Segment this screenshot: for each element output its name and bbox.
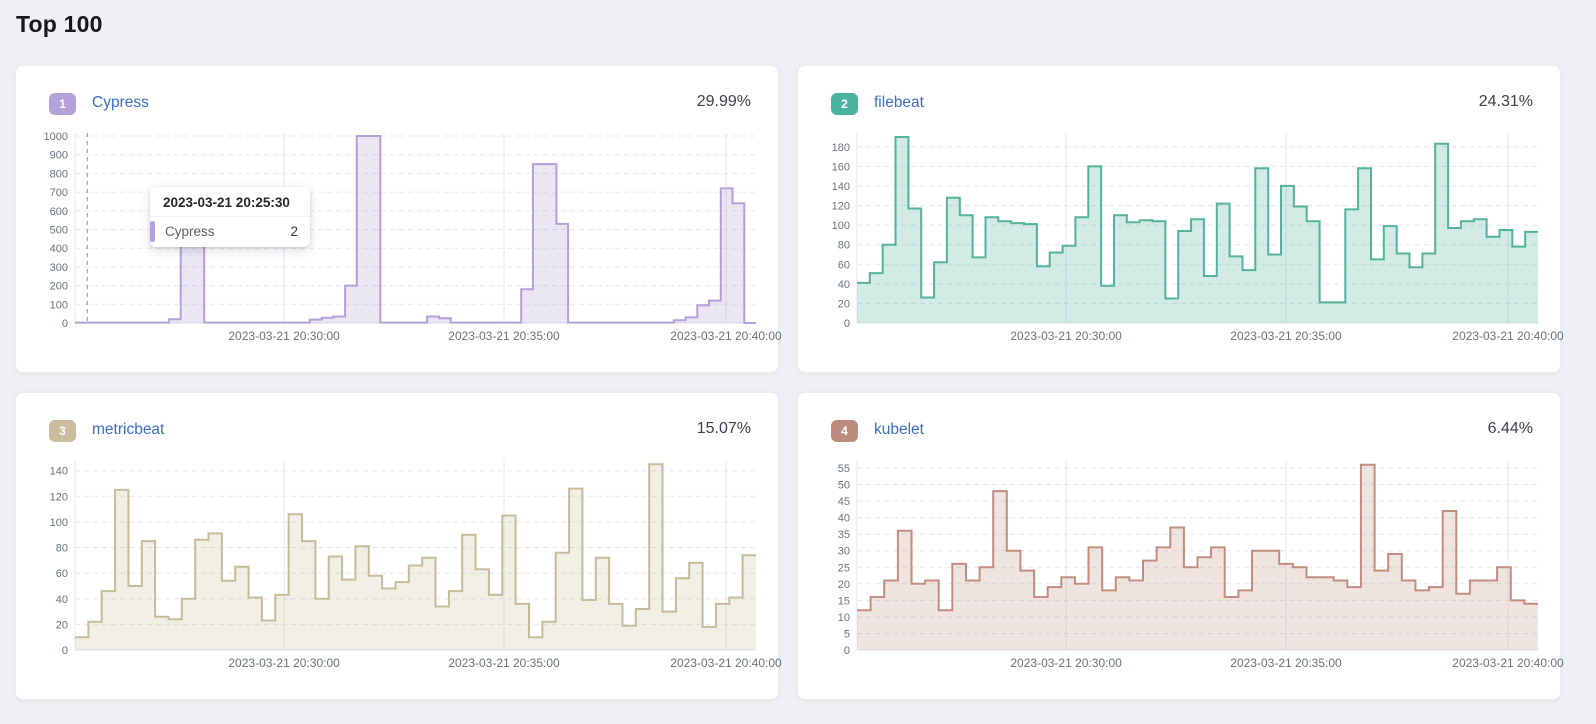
svg-text:80: 80 — [56, 543, 68, 555]
svg-text:60: 60 — [838, 259, 850, 271]
svg-text:700: 700 — [50, 187, 68, 199]
rank-badge: 3 — [49, 420, 76, 442]
tooltip-row: Cypress 2 — [150, 217, 310, 247]
svg-text:2023-03-21 20:35:00: 2023-03-21 20:35:00 — [448, 656, 560, 670]
svg-text:10: 10 — [838, 612, 850, 624]
chart-svg: 0 100 200 300 400 500 600 700 800 900 1000 2023-03-… — [44, 131, 783, 343]
chart-card-cypress: 0 100 200 300 400 500 600 700 800 900 1000 2023-03-… — [15, 65, 783, 373]
svg-text:2023-03-21 20:35:00: 2023-03-21 20:35:00 — [448, 329, 560, 343]
page-title: Top 100 — [16, 11, 103, 37]
svg-text:180: 180 — [832, 142, 850, 154]
rank-badge: 1 — [49, 93, 76, 115]
svg-text:100: 100 — [832, 220, 850, 232]
svg-text:160: 160 — [832, 161, 850, 173]
svg-text:0: 0 — [62, 645, 68, 657]
svg-text:100: 100 — [50, 517, 68, 529]
tooltip-series-value: 2 — [290, 224, 298, 239]
svg-text:2023-03-21 20:40:00: 2023-03-21 20:40:00 — [1452, 329, 1564, 343]
svg-text:2023-03-21 20:30:00: 2023-03-21 20:30:00 — [1010, 656, 1122, 670]
svg-text:140: 140 — [50, 466, 68, 478]
svg-text:15: 15 — [838, 595, 850, 607]
svg-text:600: 600 — [50, 206, 68, 218]
chart-svg: 0 5 10 15 20 25 30 35 40 45 50 55 2023-03-21 20:30:0… — [838, 460, 1564, 670]
percent-value: 24.31% — [1478, 93, 1533, 110]
svg-text:2023-03-21 20:35:00: 2023-03-21 20:35:00 — [1230, 656, 1342, 670]
card-header: 2 filebeat 24.31% — [798, 66, 1560, 126]
chart-card-metricbeat: 0 20 40 60 80 100 120 140 2023-03-21 20:30:00 202… — [15, 392, 782, 700]
percent-value: 15.07% — [696, 420, 751, 437]
series-link[interactable]: filebeat — [874, 94, 924, 111]
step-area-chart[interactable]: 0 20 40 60 80 100 120 140 160 180 2023-03-21 20:30… — [798, 66, 1564, 372]
series-link[interactable]: kubelet — [874, 421, 924, 438]
series-link[interactable]: Cypress — [92, 94, 149, 111]
svg-text:400: 400 — [50, 243, 68, 255]
chart-tooltip: 2023-03-21 20:25:30 Cypress 2 — [150, 187, 310, 247]
svg-text:140: 140 — [832, 181, 850, 193]
svg-text:200: 200 — [50, 281, 68, 293]
chart-grid: 0 100 200 300 400 500 600 700 800 900 1000 2023-03-… — [0, 65, 1596, 700]
series-link[interactable]: metricbeat — [92, 421, 165, 438]
tooltip-timestamp: 2023-03-21 20:25:30 — [150, 187, 310, 217]
chart-svg: 0 20 40 60 80 100 120 140 2023-03-21 20:30:00 202… — [50, 460, 782, 670]
svg-text:40: 40 — [56, 594, 68, 606]
svg-text:5: 5 — [844, 629, 850, 641]
chart-card-kubelet: 0 5 10 15 20 25 30 35 40 45 50 55 2023-03-21 20:30:0… — [797, 392, 1564, 700]
svg-text:45: 45 — [838, 496, 850, 508]
svg-text:80: 80 — [838, 240, 850, 252]
svg-text:30: 30 — [838, 546, 850, 558]
svg-text:2023-03-21 20:40:00: 2023-03-21 20:40:00 — [670, 329, 782, 343]
svg-text:2023-03-21 20:40:00: 2023-03-21 20:40:00 — [670, 656, 782, 670]
svg-text:55: 55 — [838, 463, 850, 475]
step-area-chart[interactable]: 0 5 10 15 20 25 30 35 40 45 50 55 2023-03-21 20:30:0… — [798, 393, 1564, 699]
rank-badge: 2 — [831, 93, 858, 115]
svg-text:20: 20 — [838, 579, 850, 591]
svg-text:2023-03-21 20:30:00: 2023-03-21 20:30:00 — [228, 329, 340, 343]
svg-text:50: 50 — [838, 480, 850, 492]
svg-text:0: 0 — [844, 645, 850, 657]
svg-text:500: 500 — [50, 225, 68, 237]
svg-text:800: 800 — [50, 168, 68, 180]
step-area-chart[interactable]: 0 100 200 300 400 500 600 700 800 900 1000 2023-03-… — [16, 66, 783, 372]
svg-text:20: 20 — [56, 619, 68, 631]
svg-text:20: 20 — [838, 298, 850, 310]
percent-value: 6.44% — [1487, 420, 1533, 437]
card-header: 3 metricbeat 15.07% — [16, 393, 778, 453]
chart-svg: 0 20 40 60 80 100 120 140 160 180 2023-03-21 20:30… — [832, 133, 1564, 343]
svg-text:25: 25 — [838, 562, 850, 574]
svg-text:60: 60 — [56, 568, 68, 580]
card-header: 1 Cypress 29.99% — [16, 66, 778, 126]
chart-card-filebeat: 0 20 40 60 80 100 120 140 160 180 2023-03-21 20:30… — [797, 65, 1564, 373]
rank-badge: 4 — [831, 420, 858, 442]
svg-text:1000: 1000 — [44, 131, 68, 143]
svg-text:120: 120 — [50, 491, 68, 503]
svg-text:2023-03-21 20:30:00: 2023-03-21 20:30:00 — [228, 656, 340, 670]
svg-text:0: 0 — [62, 318, 68, 330]
svg-text:120: 120 — [832, 201, 850, 213]
tooltip-series-name: Cypress — [165, 224, 215, 239]
svg-text:300: 300 — [50, 262, 68, 274]
svg-text:40: 40 — [838, 279, 850, 291]
step-area-chart[interactable]: 0 20 40 60 80 100 120 140 2023-03-21 20:30:00 202… — [16, 393, 782, 699]
percent-value: 29.99% — [696, 93, 751, 110]
svg-text:2023-03-21 20:40:00: 2023-03-21 20:40:00 — [1452, 656, 1564, 670]
series-color-marker — [150, 221, 155, 242]
svg-text:900: 900 — [50, 150, 68, 162]
card-header: 4 kubelet 6.44% — [798, 393, 1560, 453]
svg-text:2023-03-21 20:35:00: 2023-03-21 20:35:00 — [1230, 329, 1342, 343]
svg-text:0: 0 — [844, 318, 850, 330]
svg-text:100: 100 — [50, 299, 68, 311]
svg-text:2023-03-21 20:30:00: 2023-03-21 20:30:00 — [1010, 329, 1122, 343]
svg-text:35: 35 — [838, 529, 850, 541]
svg-text:40: 40 — [838, 513, 850, 525]
